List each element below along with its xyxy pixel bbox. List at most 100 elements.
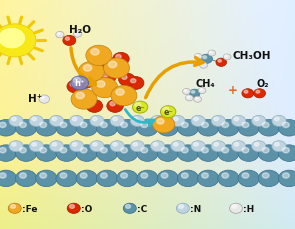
Circle shape [71, 90, 97, 110]
Circle shape [110, 102, 115, 106]
Circle shape [56, 145, 77, 162]
Text: h⁺: h⁺ [74, 79, 85, 88]
Circle shape [258, 145, 279, 162]
Circle shape [70, 116, 84, 127]
Circle shape [92, 60, 98, 64]
Circle shape [198, 170, 219, 187]
Circle shape [36, 170, 57, 187]
Circle shape [60, 123, 67, 128]
Circle shape [121, 173, 127, 178]
Circle shape [195, 98, 198, 100]
Circle shape [83, 65, 92, 72]
Circle shape [181, 123, 188, 128]
Circle shape [230, 203, 242, 213]
Circle shape [76, 93, 84, 99]
Circle shape [252, 141, 266, 152]
Circle shape [232, 116, 246, 127]
Circle shape [141, 123, 148, 128]
Circle shape [104, 59, 130, 79]
Circle shape [8, 203, 21, 213]
Text: :N: :N [190, 204, 201, 213]
Circle shape [0, 148, 6, 153]
Circle shape [183, 89, 190, 95]
Circle shape [272, 141, 286, 152]
Circle shape [12, 143, 16, 146]
Circle shape [201, 148, 208, 153]
Circle shape [97, 82, 105, 88]
Circle shape [194, 54, 202, 60]
Circle shape [218, 145, 239, 162]
Circle shape [80, 173, 87, 178]
Circle shape [258, 170, 279, 187]
Circle shape [153, 143, 158, 146]
Circle shape [86, 100, 103, 113]
Circle shape [76, 145, 97, 162]
Circle shape [208, 51, 216, 57]
Circle shape [216, 59, 227, 67]
Circle shape [29, 116, 43, 127]
Circle shape [90, 141, 104, 152]
Circle shape [16, 145, 37, 162]
Circle shape [71, 77, 88, 90]
Circle shape [67, 203, 80, 213]
Circle shape [173, 143, 178, 146]
Circle shape [12, 118, 16, 121]
Circle shape [117, 120, 138, 136]
Circle shape [275, 118, 279, 121]
Circle shape [223, 55, 231, 61]
Circle shape [283, 148, 289, 153]
Circle shape [89, 102, 95, 106]
Circle shape [103, 74, 108, 78]
Circle shape [234, 143, 239, 146]
Circle shape [116, 90, 124, 96]
Circle shape [254, 89, 266, 98]
Circle shape [256, 91, 260, 94]
Circle shape [150, 141, 165, 152]
Circle shape [133, 118, 137, 121]
Circle shape [177, 170, 199, 187]
Circle shape [57, 33, 60, 35]
Circle shape [123, 203, 136, 213]
Circle shape [131, 79, 136, 83]
Circle shape [242, 89, 254, 98]
Text: :C: :C [137, 204, 148, 213]
Text: H⁺: H⁺ [28, 93, 42, 104]
Circle shape [119, 74, 135, 87]
Circle shape [177, 120, 199, 136]
Circle shape [262, 173, 269, 178]
Circle shape [209, 52, 212, 54]
Circle shape [113, 53, 129, 66]
Circle shape [283, 123, 289, 128]
Circle shape [141, 148, 148, 153]
Circle shape [184, 90, 186, 92]
Circle shape [130, 141, 145, 152]
Circle shape [258, 120, 279, 136]
Circle shape [171, 141, 185, 152]
Circle shape [52, 143, 57, 146]
Circle shape [110, 141, 124, 152]
Circle shape [113, 118, 117, 121]
Circle shape [161, 123, 168, 128]
Circle shape [19, 173, 26, 178]
Circle shape [201, 55, 212, 64]
Text: +: + [228, 84, 238, 97]
Text: :H: :H [243, 204, 255, 213]
Circle shape [41, 97, 44, 99]
Text: :Fe: :Fe [22, 204, 38, 213]
Circle shape [76, 170, 97, 187]
Circle shape [127, 77, 144, 90]
Circle shape [49, 141, 63, 152]
Circle shape [187, 96, 189, 98]
Circle shape [191, 91, 195, 94]
Circle shape [19, 123, 26, 128]
Circle shape [78, 62, 104, 82]
Circle shape [157, 120, 178, 136]
Circle shape [116, 55, 121, 59]
Circle shape [222, 173, 229, 178]
Circle shape [278, 145, 295, 162]
Circle shape [117, 170, 138, 187]
Circle shape [67, 81, 83, 93]
Circle shape [99, 71, 116, 84]
Circle shape [141, 173, 148, 178]
Circle shape [93, 118, 97, 121]
